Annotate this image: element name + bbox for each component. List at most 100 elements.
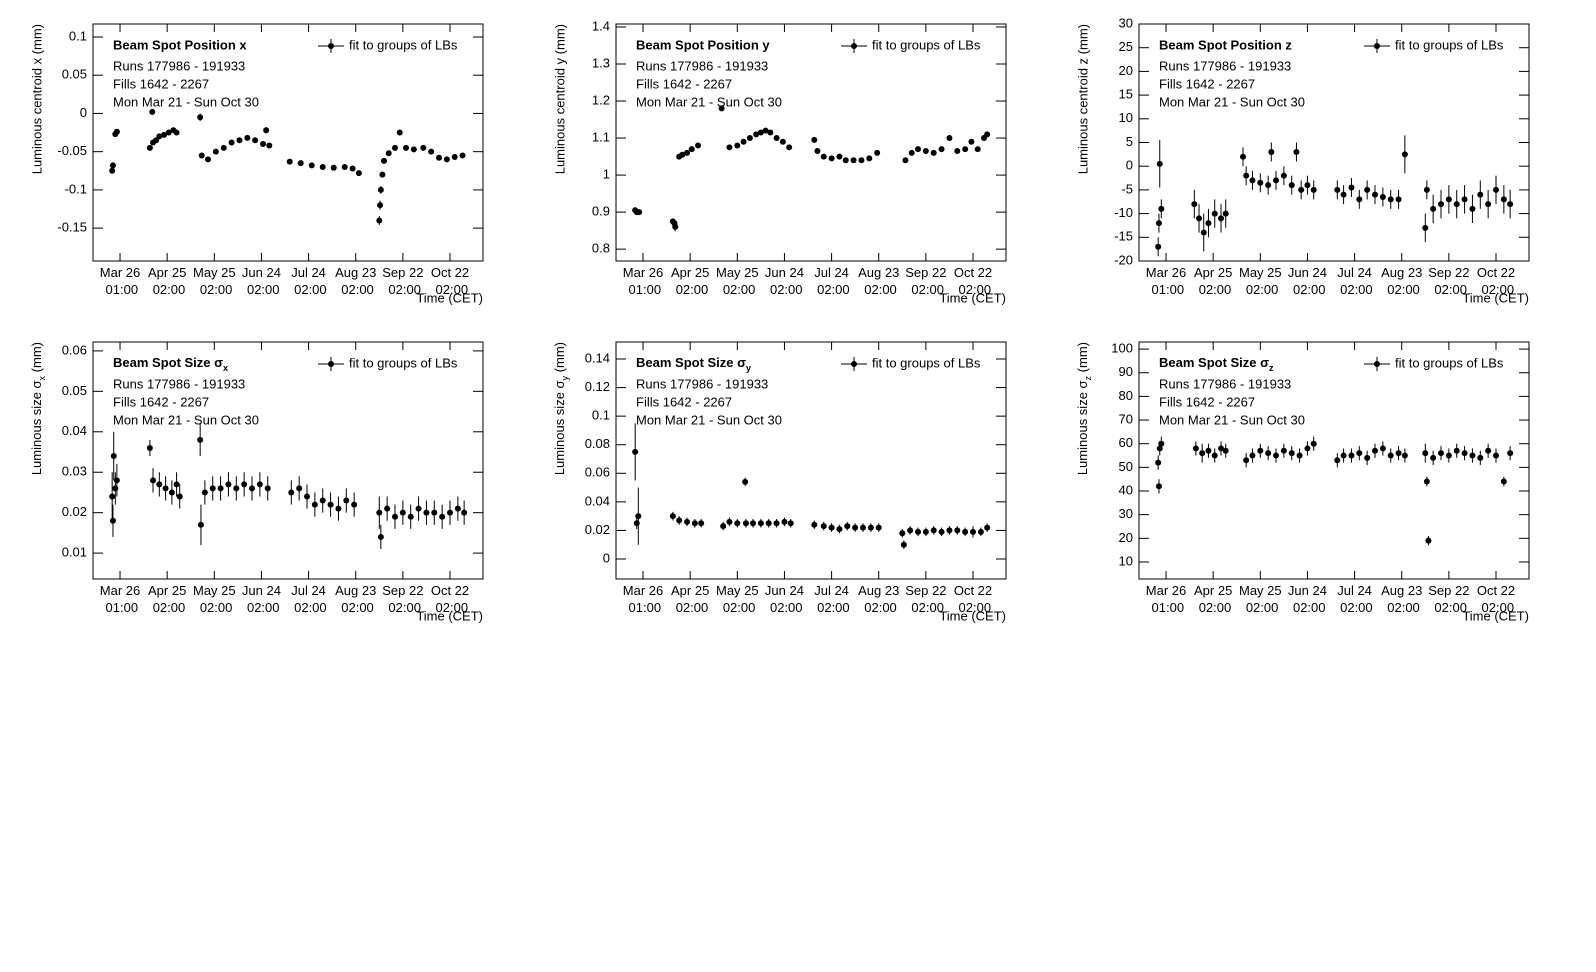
annotation: Fills 1642 - 2267 (113, 394, 209, 409)
data-point (734, 520, 741, 527)
y-tick-label: 0.14 (585, 350, 610, 365)
series (109, 108, 466, 226)
data-point (1211, 452, 1218, 459)
annotation: Mon Mar 21 - Sun Oct 30 (1159, 94, 1305, 109)
data-point (220, 144, 227, 151)
annotation: Mon Mar 21 - Sun Oct 30 (113, 412, 259, 427)
data-point (428, 148, 435, 155)
annotation: Runs 177986 - 191933 (636, 58, 768, 73)
data-point (635, 513, 642, 520)
legend-marker (1374, 43, 1380, 49)
series (109, 423, 468, 550)
data-point (938, 146, 945, 153)
x-tick-label: Jun 24 02:00 (242, 265, 281, 297)
annotation: Mon Mar 21 - Sun Oct 30 (636, 412, 782, 427)
data-point (209, 485, 216, 492)
data-point (327, 501, 334, 508)
data-point (1461, 450, 1468, 457)
x-tick-label: May 25 02:00 (716, 265, 759, 297)
x-tick-label: May 25 02:00 (193, 583, 236, 615)
y-axis-label: Luminous size σy (mm) (552, 342, 570, 475)
data-point (781, 518, 788, 525)
data-point (811, 136, 818, 143)
x-tick-label: Sep 22 02:00 (382, 265, 423, 297)
data-point (954, 148, 961, 155)
data-point (691, 520, 698, 527)
x-tick-label: Apr 25 02:00 (1194, 583, 1232, 615)
data-point (1500, 478, 1507, 485)
data-point (1379, 194, 1386, 201)
data-point (431, 509, 438, 516)
annotation: Fills 1642 - 2267 (636, 76, 732, 91)
panel-title: Beam Spot Size σy (636, 355, 751, 373)
y-tick-label: 1.2 (592, 92, 610, 107)
data-point (900, 541, 907, 548)
y-tick-label: 50 (1119, 459, 1133, 474)
data-point (212, 148, 219, 155)
data-point (197, 114, 204, 121)
y-tick-label: 0.1 (592, 408, 610, 423)
y-tick-label: 30 (1119, 506, 1133, 521)
data-point (304, 493, 311, 500)
data-point (1356, 196, 1363, 203)
data-point (1310, 186, 1317, 193)
series (1155, 436, 1514, 546)
data-point (1461, 196, 1468, 203)
data-point (109, 493, 116, 500)
data-point (415, 505, 422, 512)
x-tick-label: Apr 25 02:00 (1194, 265, 1232, 297)
data-point (1453, 447, 1460, 454)
data-point (746, 135, 753, 142)
data-point (1507, 201, 1514, 208)
data-point (286, 158, 293, 165)
series (1155, 135, 1514, 257)
data-point (860, 524, 867, 531)
y-tick-label: 1.4 (592, 18, 610, 33)
data-point (311, 501, 318, 508)
legend-marker (1374, 361, 1380, 367)
x-axis-label: Time (CET) (939, 608, 1006, 623)
data-point (814, 148, 821, 155)
y-tick-label: 0.08 (585, 436, 610, 451)
x-tick-label: Oct 22 02:00 (431, 583, 469, 615)
data-point (1422, 224, 1429, 231)
data-point (899, 530, 906, 537)
data-point (410, 146, 417, 153)
y-tick-label: 0 (603, 550, 610, 565)
legend-item: fit to groups of LBs (318, 37, 458, 53)
annotation: Mon Mar 21 - Sun Oct 30 (1159, 412, 1305, 427)
data-point (197, 521, 204, 528)
data-point (392, 144, 399, 151)
data-point (1477, 454, 1484, 461)
x-tick-label: May 25 02:00 (716, 583, 759, 615)
y-tick-label: 0.01 (62, 545, 87, 560)
data-point (165, 129, 172, 136)
data-point (1348, 184, 1355, 191)
legend-marker (851, 43, 857, 49)
data-point (1288, 450, 1295, 457)
legend-label: fit to groups of LBs (1395, 355, 1504, 370)
data-point (684, 149, 691, 156)
data-point (1268, 148, 1275, 155)
x-tick-label: Jun 24 02:00 (242, 583, 281, 615)
data-point (197, 436, 204, 443)
data-point (381, 157, 388, 164)
y-tick-label: 0.02 (62, 504, 87, 519)
data-point (1469, 452, 1476, 459)
data-point (1156, 160, 1163, 167)
data-point (726, 518, 733, 525)
x-tick-label: May 25 02:00 (1239, 265, 1282, 297)
data-point (811, 521, 818, 528)
data-point (767, 129, 774, 136)
data-point (385, 150, 392, 157)
y-tick-label: 0.12 (585, 379, 610, 394)
legend-marker (328, 361, 334, 367)
annotation: Fills 1642 - 2267 (113, 76, 209, 91)
data-point (1293, 148, 1300, 155)
x-tick-label: Jul 24 02:00 (814, 265, 850, 297)
data-point (217, 485, 224, 492)
legend-item: fit to groups of LBs (1364, 37, 1504, 53)
data-point (249, 485, 256, 492)
data-point (1445, 452, 1452, 459)
data-point (1310, 440, 1317, 447)
